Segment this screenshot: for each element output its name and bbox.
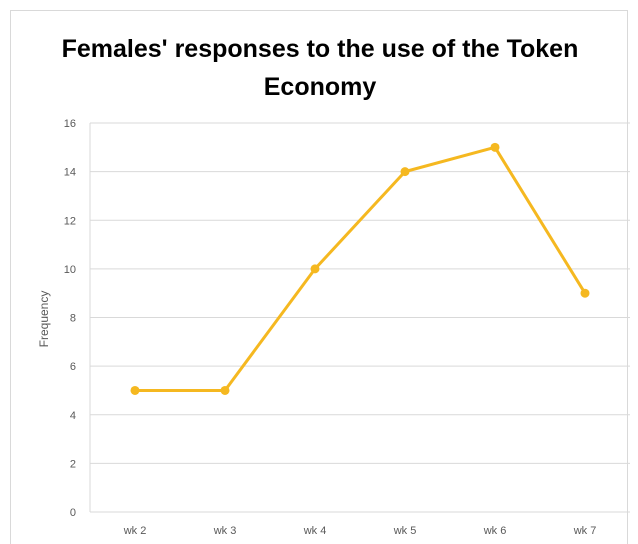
chart-title: Females' responses to the use of the Tok… — [61, 35, 579, 101]
y-tick-label: 10 — [64, 264, 76, 276]
y-tick-label: 12 — [64, 215, 76, 227]
data-point — [130, 385, 140, 395]
y-tick-label: 16 — [64, 118, 76, 130]
x-tick-labels: wk 2 wk 3 wk 4 wk 5 wk 6 wk 7 — [123, 525, 597, 537]
y-tick-label: 0 — [70, 507, 76, 519]
x-tick-label: wk 7 — [573, 525, 597, 537]
y-tick-label: 14 — [64, 167, 76, 179]
data-point — [580, 288, 590, 298]
y-tick-label: 6 — [70, 361, 76, 373]
y-tick-label: 2 — [70, 458, 76, 470]
data-point — [490, 142, 500, 152]
data-point — [310, 264, 320, 274]
series-line — [133, 145, 587, 392]
x-tick-label: wk 4 — [303, 525, 327, 537]
x-tick-label: wk 5 — [393, 525, 417, 537]
x-tick-label: wk 3 — [213, 525, 237, 537]
gridlines — [90, 122, 630, 464]
x-tick-label: wk 2 — [123, 525, 147, 537]
y-tick-label: 8 — [70, 313, 76, 325]
data-point — [400, 167, 410, 177]
y-tick-labels: 0 2 4 6 8 10 12 14 16 — [64, 118, 76, 519]
data-point — [220, 385, 230, 395]
y-tick-label: 4 — [70, 410, 76, 422]
chart-frame — [10, 10, 628, 544]
data-points — [130, 142, 590, 395]
axes — [89, 123, 630, 513]
y-axis-title: Frequency — [37, 291, 51, 348]
x-tick-label: wk 6 — [483, 525, 507, 537]
series-line-group — [133, 145, 587, 392]
